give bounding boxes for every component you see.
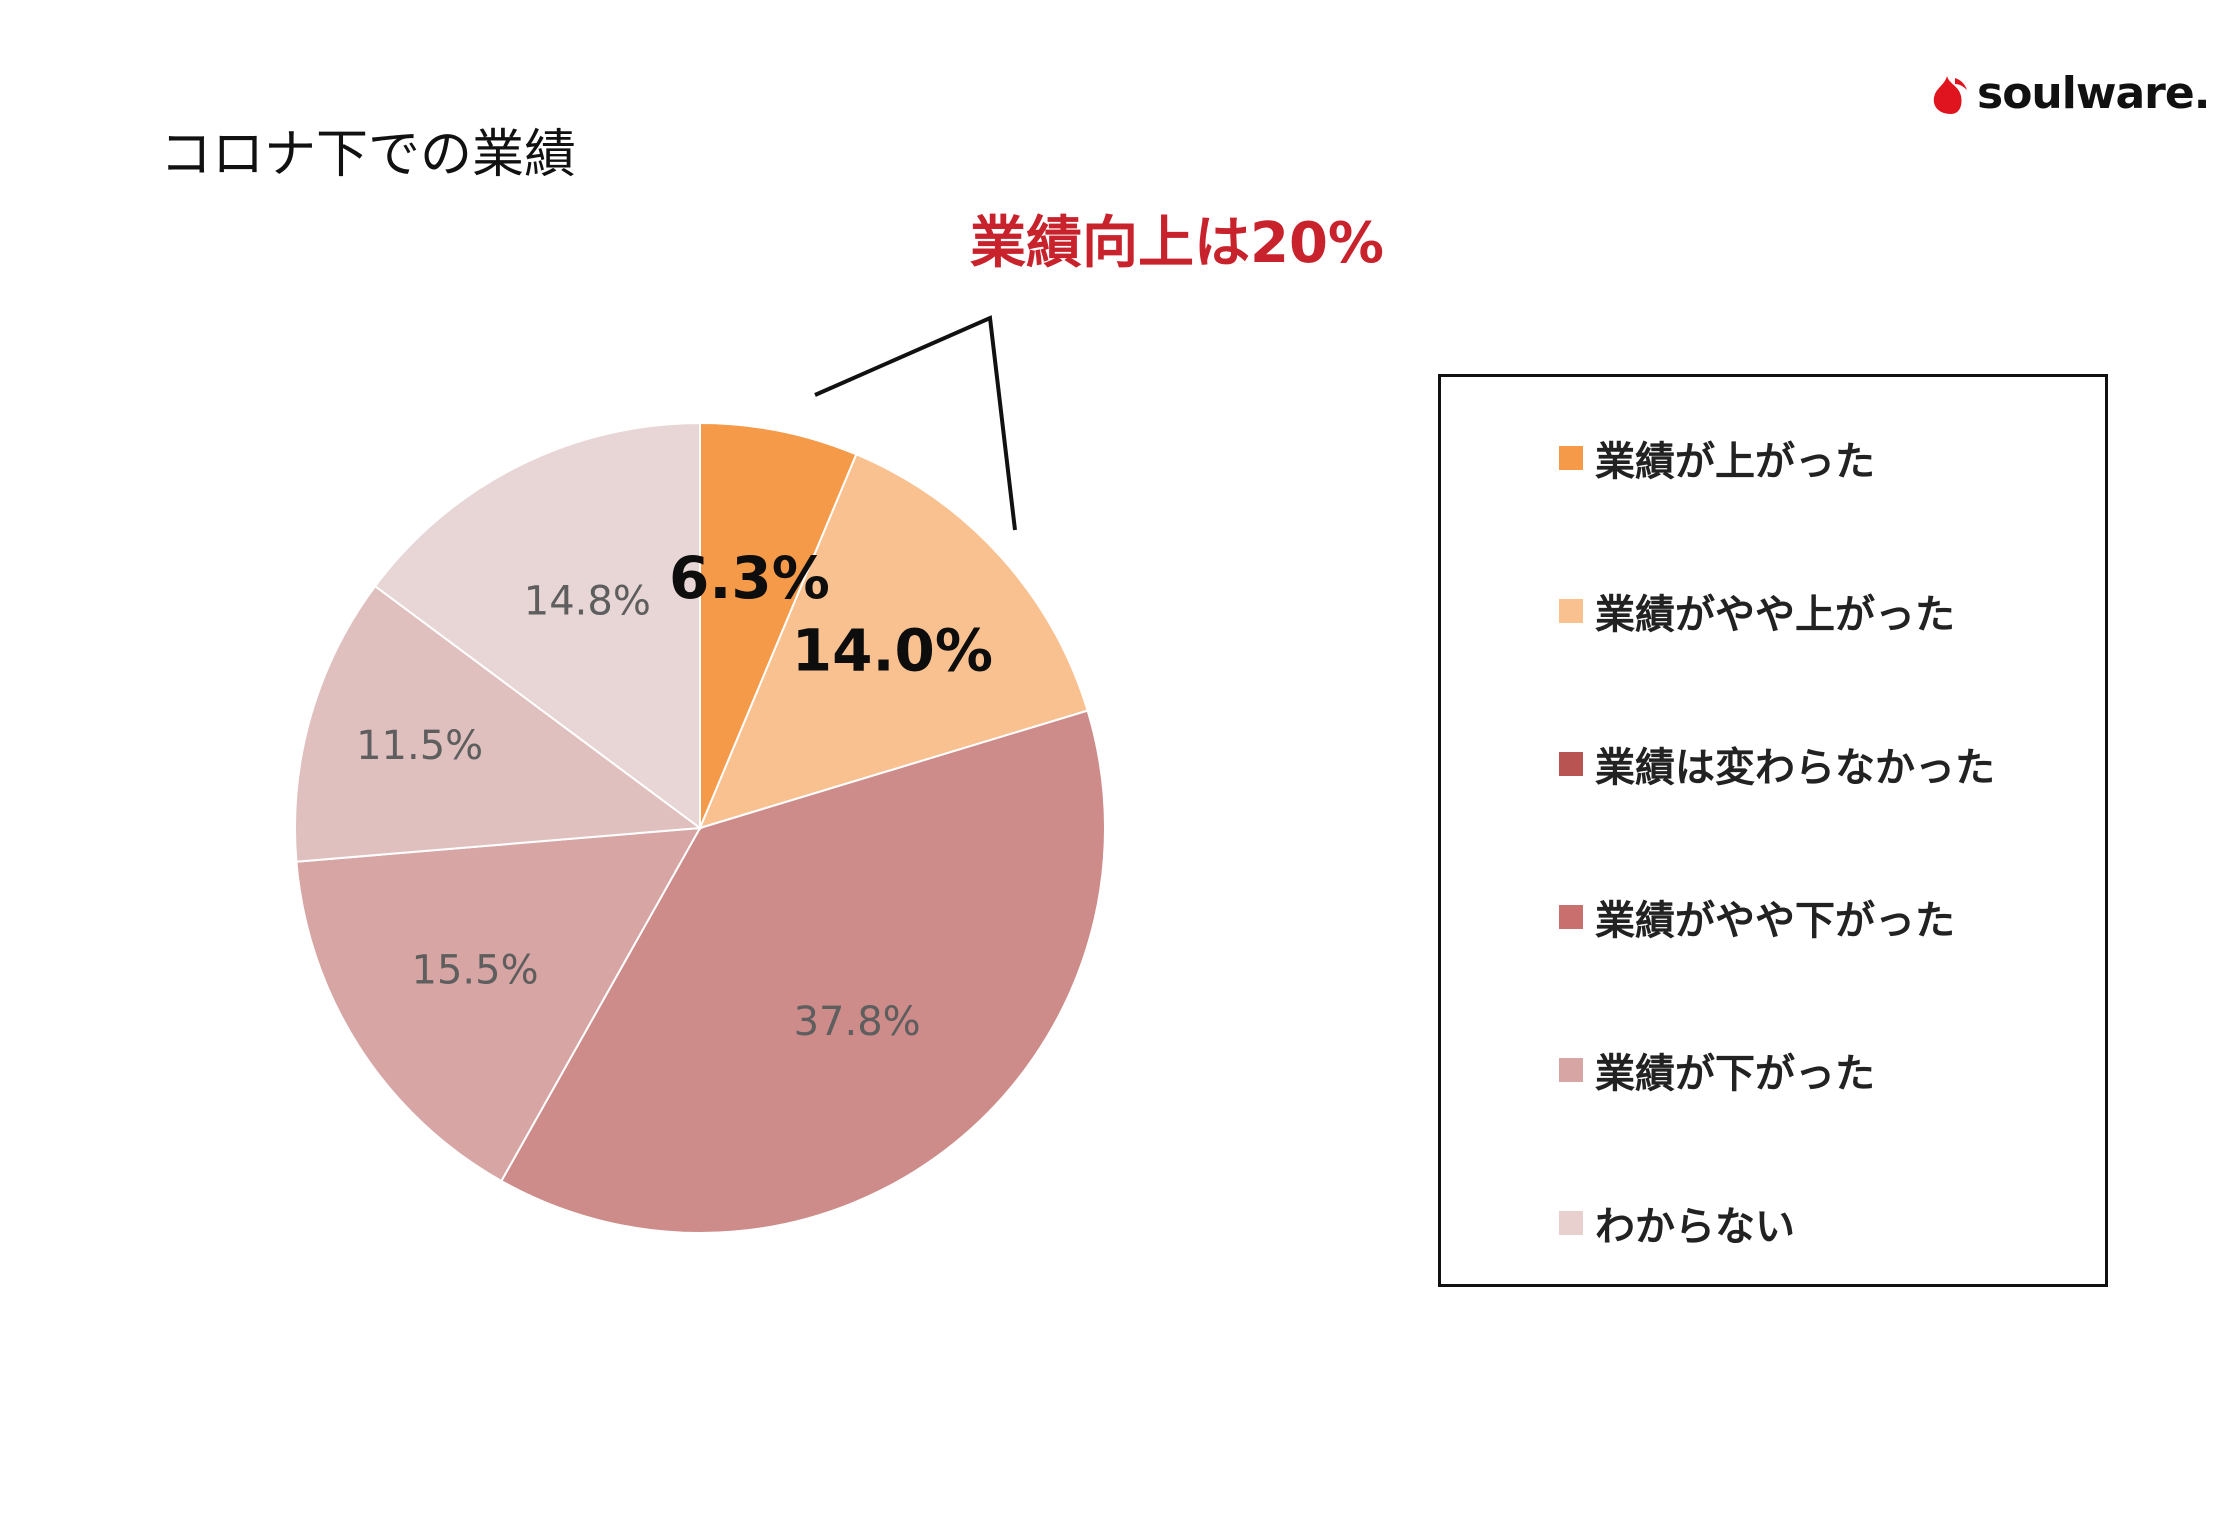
legend-item: 業績が下がった xyxy=(1559,1041,1875,1099)
pie-label-3: 37.8% xyxy=(794,999,921,1045)
callout-label: 業績向上は20% xyxy=(970,211,1385,276)
legend-swatch xyxy=(1559,1211,1583,1235)
legend-swatch xyxy=(1559,446,1583,470)
pie-label-4: 15.5% xyxy=(412,947,539,993)
brand-logo: soulware. xyxy=(1925,68,2210,119)
pie-slice-4 xyxy=(295,826,702,1183)
legend-item: わからない xyxy=(1559,1194,1795,1252)
legend-label: 業績は変わらなかった xyxy=(1595,745,1995,791)
legend-label: 業績がやや上がった xyxy=(1595,592,1955,638)
pie-slice-6 xyxy=(373,421,701,830)
legend-label: 業績が下がった xyxy=(1595,1051,1875,1097)
legend-label: 業績がやや下がった xyxy=(1595,898,1955,944)
legend-item: 業績がやや上がった xyxy=(1559,582,1955,640)
logo-text: soulware. xyxy=(1977,68,2210,119)
pie-label-2: 14.0% xyxy=(792,616,993,684)
pie-slice-3 xyxy=(500,709,1106,1234)
legend-swatch xyxy=(1559,752,1583,776)
chart-title: コロナ下での業績 xyxy=(160,125,577,185)
pie-label-1: 6.3% xyxy=(669,544,830,612)
legend-swatch xyxy=(1559,1058,1583,1082)
legend-item: 業績が上がった xyxy=(1559,429,1875,487)
legend-item: 業績は変わらなかった xyxy=(1559,735,1995,793)
pie-slice-5 xyxy=(294,584,703,863)
legend-swatch xyxy=(1559,905,1583,929)
callout-bracket xyxy=(814,315,1017,531)
pie-slice-1 xyxy=(699,421,858,829)
pie-label-6: 14.8% xyxy=(524,579,651,625)
chart-legend: 業績が上がった業績がやや上がった 業績は変わらなかった 業績がやや下がった 業績が下が… xyxy=(1438,374,2108,1287)
legend-label: 業績が上がった xyxy=(1595,439,1875,485)
legend-label: わからない xyxy=(1595,1204,1795,1250)
legend-swatch xyxy=(1559,599,1583,623)
pie-label-5: 11.5% xyxy=(356,723,483,769)
flame-drop-icon xyxy=(1933,75,1967,114)
pie-slice-2 xyxy=(698,453,1089,830)
legend-item: 業績がやや下がった xyxy=(1559,888,1955,946)
